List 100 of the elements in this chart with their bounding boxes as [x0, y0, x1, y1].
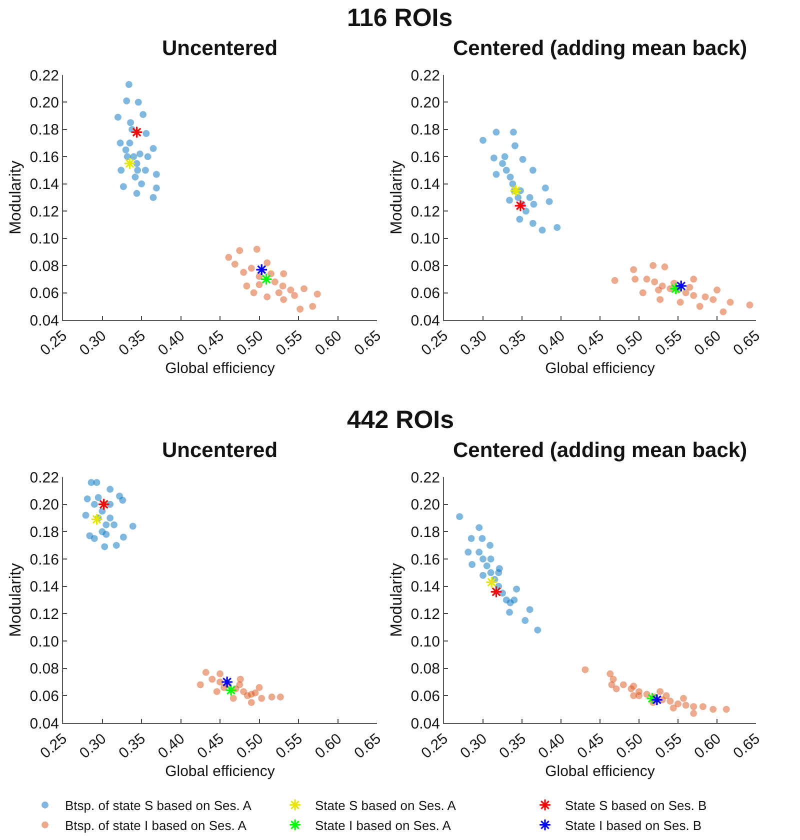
- point: [125, 81, 132, 88]
- point: [150, 145, 157, 152]
- point: [611, 277, 618, 284]
- point: [480, 556, 486, 562]
- point: [506, 174, 514, 181]
- legend-label: Btsp. of state S based on Ses. A: [65, 798, 252, 814]
- y-tick-label: 0.14: [410, 176, 440, 194]
- point: [480, 572, 486, 579]
- point: [279, 282, 286, 290]
- point: [150, 194, 157, 201]
- point: [682, 289, 690, 296]
- legend-label: State S based on Ses. A: [315, 798, 456, 814]
- x-tick-label: 0.35: [116, 730, 149, 762]
- point: [224, 684, 238, 696]
- point: [119, 496, 126, 504]
- y-tick-label: 0.16: [30, 148, 59, 166]
- point: [82, 512, 90, 519]
- point: [526, 194, 534, 201]
- point: [478, 535, 486, 542]
- x-tick-label: 0.55: [652, 730, 686, 762]
- y-tick-label: 0.16: [410, 551, 440, 568]
- point: [114, 114, 122, 121]
- point: [662, 692, 670, 700]
- legend-label: Btsp. of state I based on Ses. A: [65, 818, 247, 833]
- point: [123, 97, 130, 104]
- y-tick-label: 0.16: [410, 148, 440, 166]
- point: [710, 296, 717, 304]
- y-axis-title: Modularity: [388, 160, 406, 234]
- point: [106, 514, 114, 522]
- point: [120, 534, 127, 541]
- point: [485, 576, 498, 588]
- point: [291, 292, 298, 299]
- x-tick-label: 0.25: [418, 327, 452, 360]
- x-tick-label: 0.25: [37, 327, 70, 360]
- point: [511, 142, 518, 150]
- x-tick-label: 0.50: [613, 327, 646, 360]
- point: [628, 685, 635, 692]
- chart-title: Uncentered: [162, 439, 278, 462]
- point: [746, 302, 754, 309]
- point: [656, 296, 664, 304]
- x-tick-label: 0.35: [116, 327, 149, 360]
- x-tick-label: 0.45: [574, 327, 608, 360]
- point: [650, 262, 657, 270]
- point: [231, 260, 238, 268]
- point: [102, 521, 110, 528]
- y-tick-label: 0.06: [410, 285, 440, 302]
- chart-title: Uncentered: [162, 37, 278, 60]
- y-tick-label: 0.04: [30, 312, 59, 330]
- point: [133, 160, 140, 167]
- x-tick-label: 0.45: [194, 730, 228, 762]
- point: [639, 289, 646, 296]
- point: [514, 199, 527, 212]
- point: [606, 670, 614, 678]
- point: [98, 508, 106, 515]
- point: [236, 681, 244, 688]
- point: [516, 216, 524, 223]
- point: [84, 495, 91, 502]
- point: [502, 166, 510, 174]
- point: [658, 282, 666, 290]
- point: [258, 694, 266, 702]
- point: [140, 110, 147, 118]
- x-tick-label: 0.50: [233, 730, 267, 762]
- point: [268, 270, 275, 278]
- y-tick-label: 0.22: [410, 469, 440, 486]
- point: [464, 548, 472, 556]
- point: [314, 290, 321, 298]
- point: [106, 486, 114, 493]
- point: [526, 606, 534, 614]
- point: [250, 289, 258, 296]
- point: [196, 681, 204, 688]
- point: [510, 128, 517, 136]
- point: [133, 190, 140, 197]
- x-tick-label: 0.25: [37, 730, 70, 762]
- point: [280, 296, 288, 304]
- x-tick-label: 0.60: [312, 327, 346, 360]
- point: [487, 569, 494, 576]
- point: [714, 286, 720, 294]
- x-tick-label: 0.65: [730, 730, 764, 762]
- point: [236, 247, 244, 254]
- point: [230, 694, 237, 702]
- point: [682, 702, 690, 709]
- x-tick-label: 0.35: [496, 327, 530, 360]
- point: [268, 694, 276, 701]
- x-axis-title: Global efficiency: [545, 763, 656, 780]
- x-tick-label: 0.40: [535, 730, 568, 762]
- point: [554, 224, 561, 231]
- y-tick-label: 0.22: [410, 67, 440, 84]
- y-tick-label: 0.10: [410, 633, 440, 650]
- point: [722, 706, 730, 713]
- point: [670, 704, 677, 712]
- point: [134, 98, 142, 106]
- point: [656, 688, 664, 696]
- legend-label: State S based on Ses. B: [565, 798, 707, 814]
- y-tick-label: 0.20: [410, 496, 440, 514]
- y-tick-label: 0.12: [410, 203, 440, 220]
- point: [522, 617, 529, 624]
- point: [253, 246, 260, 253]
- x-tick-label: 0.25: [418, 730, 452, 762]
- x-tick-label: 0.55: [272, 730, 306, 762]
- point: [480, 136, 486, 144]
